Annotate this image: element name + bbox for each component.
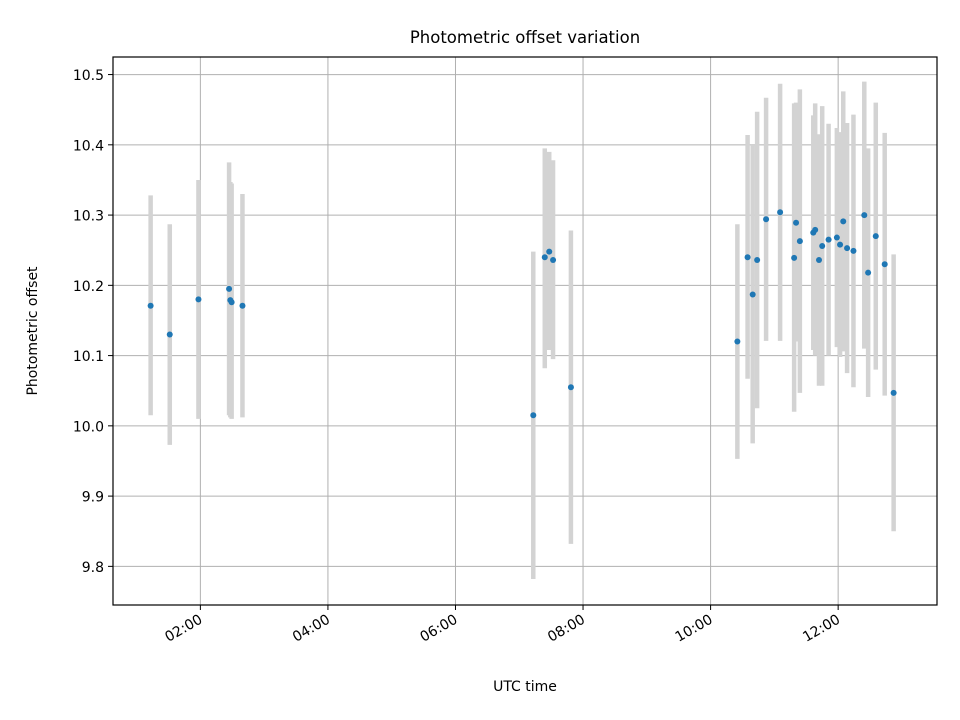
data-point [812,226,819,233]
data-point [865,269,872,276]
data-point [816,257,823,264]
data-point [833,234,840,241]
data-point [791,254,798,261]
data-point [840,218,847,225]
data-point [239,302,246,309]
data-point [734,338,741,345]
data-point [777,209,784,216]
data-point [530,412,537,419]
data-point [825,236,832,243]
data-point [844,245,851,252]
data-point [763,216,770,223]
data-point [850,247,857,254]
y-tick-label: 10.0 [73,419,104,435]
data-point [754,257,761,264]
data-point [546,248,553,255]
data-point [166,331,173,338]
y-tick-label: 10.4 [73,138,104,154]
data-points [147,209,897,419]
data-point [819,242,826,249]
y-axis-label: Photometric offset [25,266,41,396]
data-point [749,291,756,298]
y-tick-label: 9.8 [82,560,104,576]
data-point [567,384,574,391]
y-axis: 9.8 9.9 10.0 10.1 10.2 10.3 10.4 10.5 [73,68,113,576]
data-point [744,254,751,261]
y-tick-label: 9.9 [82,490,104,506]
chart-title: Photometric offset variation [410,28,640,47]
x-axis-label: UTC time [493,679,557,695]
y-tick-label: 10.5 [73,68,104,84]
y-tick-label: 10.2 [73,279,104,295]
plot-frame [112,56,938,606]
data-point [147,302,154,309]
data-point [796,238,803,245]
data-point [881,261,888,268]
grid [113,57,937,605]
y-tick-label: 10.1 [73,349,104,365]
data-point [890,389,897,396]
data-point [541,254,548,261]
data-point [837,241,844,248]
data-point [861,212,868,219]
data-point [195,296,202,303]
data-point [228,299,235,306]
data-point [872,233,879,240]
data-point [550,257,557,264]
data-point [793,219,800,226]
data-point [226,285,233,292]
y-tick-label: 10.3 [73,209,104,225]
